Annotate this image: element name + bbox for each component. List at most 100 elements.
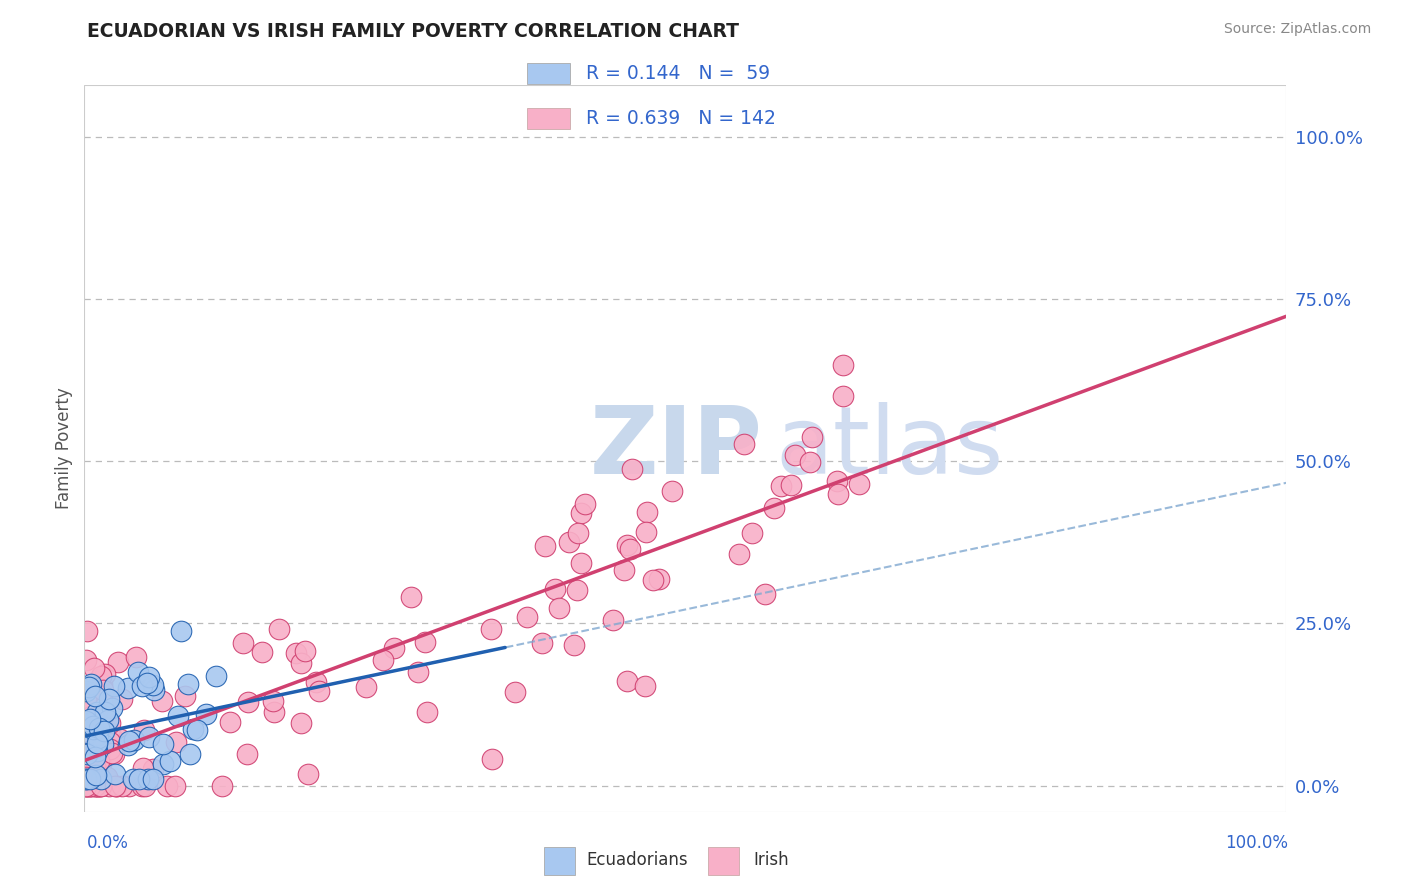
Point: [77, 779, 100, 793]
Point: [152, 757, 174, 772]
Point: [174, 689, 197, 703]
Point: [75, 683, 97, 698]
Point: [75, 772, 97, 787]
Y-axis label: Family Poverty: Family Poverty: [55, 387, 73, 509]
Point: [79, 779, 101, 793]
Point: [728, 547, 751, 561]
Point: [780, 477, 803, 491]
Point: [567, 582, 589, 597]
Point: [86, 705, 108, 719]
Point: [643, 574, 665, 588]
Point: [131, 779, 153, 793]
Point: [134, 779, 156, 793]
Point: [138, 731, 160, 745]
Point: [87, 721, 110, 735]
Point: [84, 759, 107, 773]
Text: R = 0.639   N = 142: R = 0.639 N = 142: [586, 109, 776, 128]
Point: [152, 737, 174, 751]
Point: [619, 542, 641, 557]
Point: [94, 705, 117, 719]
Point: [98, 715, 121, 730]
Point: [80, 736, 103, 750]
Point: [544, 582, 567, 596]
Point: [89, 755, 111, 769]
Point: [785, 448, 807, 462]
Point: [103, 779, 125, 793]
Point: [236, 747, 259, 762]
Text: ZIP: ZIP: [589, 402, 762, 494]
Point: [111, 692, 134, 706]
Point: [127, 665, 149, 680]
Point: [75, 779, 97, 793]
Point: [159, 754, 181, 768]
Point: [177, 677, 200, 691]
Text: atlas: atlas: [776, 402, 1004, 494]
Point: [531, 636, 554, 650]
Point: [96, 713, 118, 727]
Text: R = 0.144   N =  59: R = 0.144 N = 59: [586, 64, 770, 83]
Point: [138, 670, 160, 684]
Point: [79, 720, 101, 734]
Point: [142, 762, 165, 776]
Point: [567, 525, 589, 540]
Point: [150, 694, 173, 708]
Point: [204, 669, 226, 683]
Point: [648, 572, 671, 586]
Point: [84, 779, 107, 793]
Point: [107, 655, 129, 669]
Point: [80, 708, 103, 723]
Point: [91, 677, 114, 691]
Text: Ecuadorians: Ecuadorians: [586, 851, 688, 869]
Point: [636, 505, 658, 519]
Point: [305, 675, 328, 690]
Point: [117, 738, 139, 752]
Text: Source: ZipAtlas.com: Source: ZipAtlas.com: [1223, 22, 1371, 37]
FancyBboxPatch shape: [544, 847, 575, 875]
Point: [142, 682, 165, 697]
Point: [82, 722, 104, 736]
Point: [516, 609, 538, 624]
Point: [89, 751, 111, 765]
Point: [252, 645, 274, 659]
Point: [79, 731, 101, 746]
Point: [98, 725, 121, 739]
Point: [97, 779, 120, 793]
Point: [262, 694, 284, 708]
Point: [90, 668, 112, 682]
Point: [97, 773, 120, 788]
Point: [79, 676, 101, 690]
Point: [825, 474, 848, 488]
Point: [76, 750, 98, 764]
Point: [602, 614, 624, 628]
Point: [136, 772, 159, 787]
Point: [801, 430, 824, 444]
Point: [105, 779, 128, 793]
Point: [86, 779, 108, 793]
Point: [399, 591, 422, 605]
Point: [131, 679, 153, 693]
Point: [75, 750, 97, 764]
Point: [75, 770, 97, 784]
Point: [110, 731, 132, 746]
Point: [373, 653, 395, 667]
Point: [613, 563, 636, 577]
Point: [118, 779, 141, 793]
Point: [754, 587, 776, 601]
Point: [121, 772, 143, 787]
Point: [98, 735, 121, 749]
Point: [79, 703, 101, 717]
Point: [831, 359, 853, 373]
Point: [83, 661, 105, 675]
Point: [80, 757, 103, 772]
Point: [87, 779, 110, 793]
Point: [634, 525, 657, 540]
Point: [290, 657, 312, 671]
Point: [569, 506, 592, 520]
Point: [238, 694, 260, 708]
Point: [77, 686, 100, 700]
Point: [117, 734, 139, 748]
Point: [122, 732, 145, 747]
Point: [87, 731, 110, 745]
Text: Irish: Irish: [754, 851, 789, 869]
Point: [503, 685, 526, 699]
